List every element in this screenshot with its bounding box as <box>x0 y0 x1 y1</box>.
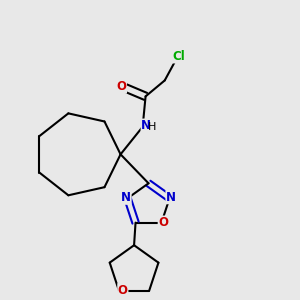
Text: Cl: Cl <box>172 50 185 63</box>
Text: H: H <box>148 122 157 132</box>
Text: N: N <box>141 119 151 132</box>
Text: O: O <box>118 284 128 297</box>
Text: O: O <box>116 80 126 93</box>
Text: N: N <box>166 191 176 204</box>
Text: O: O <box>158 216 168 229</box>
Text: N: N <box>121 191 131 204</box>
